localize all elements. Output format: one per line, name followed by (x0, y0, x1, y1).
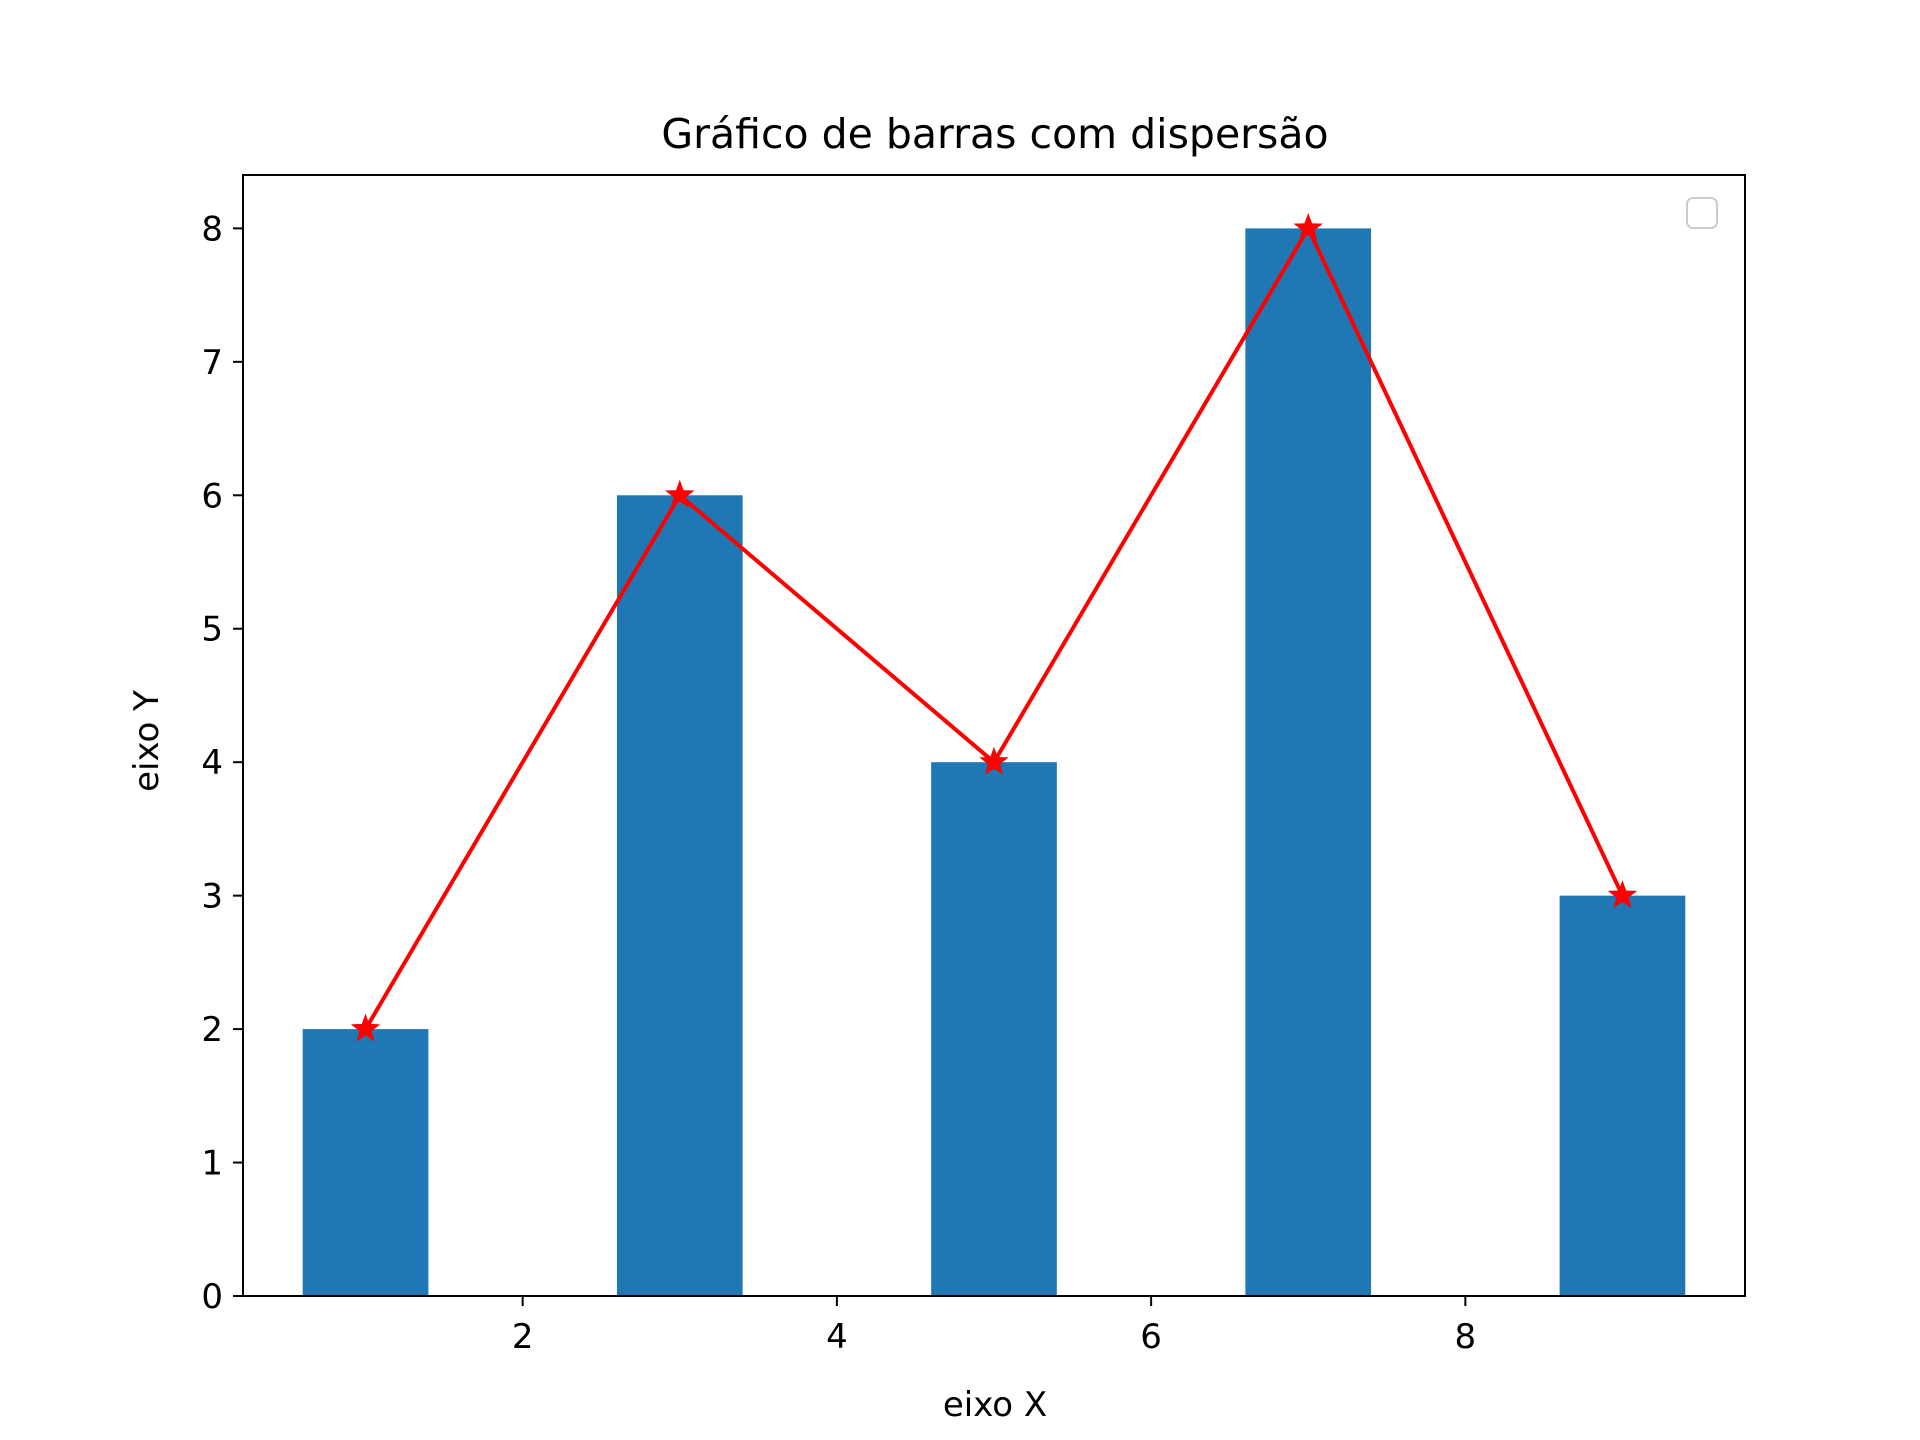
bar-1 (302, 1029, 429, 1296)
y-tick-label: 2 (201, 1010, 223, 1050)
chart-title: Gráfico de barras com dispersão (661, 110, 1328, 158)
y-axis-ticks: 0 1 2 3 4 5 6 7 8 (201, 209, 243, 1317)
bar-5 (931, 762, 1057, 1296)
y-tick-label: 1 (201, 1144, 223, 1184)
y-tick-label: 8 (201, 209, 223, 249)
bar-9 (1559, 895, 1686, 1296)
y-axis-label: eixo Y (127, 690, 167, 792)
y-tick-label: 5 (201, 610, 223, 650)
x-tick-label: 2 (512, 1317, 534, 1357)
x-tick-label: 6 (1140, 1317, 1162, 1357)
bar-7 (1245, 228, 1372, 1296)
y-tick-label: 0 (201, 1277, 223, 1317)
y-tick-label: 3 (201, 877, 223, 917)
x-axis-ticks: 2 4 6 8 (512, 1296, 1476, 1357)
x-tick-label: 4 (826, 1317, 848, 1357)
y-tick-label: 6 (201, 476, 223, 516)
point-marker-5 (979, 746, 1009, 775)
legend-box (1686, 197, 1718, 229)
point-marker-9 (1607, 880, 1638, 909)
plot-area: 2 4 6 8 0 1 2 3 4 5 6 7 8 (201, 174, 1746, 1357)
x-axis-label: eixo X (943, 1385, 1047, 1425)
point-marker-7 (1293, 212, 1323, 241)
bar-3 (616, 495, 743, 1296)
marker-series (350, 212, 1638, 1042)
y-tick-label: 4 (201, 743, 223, 783)
bar-series (302, 228, 1686, 1296)
plot-frame (242, 174, 1746, 1297)
point-marker-3 (665, 479, 695, 508)
y-tick-label: 7 (201, 343, 223, 383)
point-marker-1 (350, 1013, 381, 1042)
x-tick-label: 8 (1455, 1317, 1477, 1357)
